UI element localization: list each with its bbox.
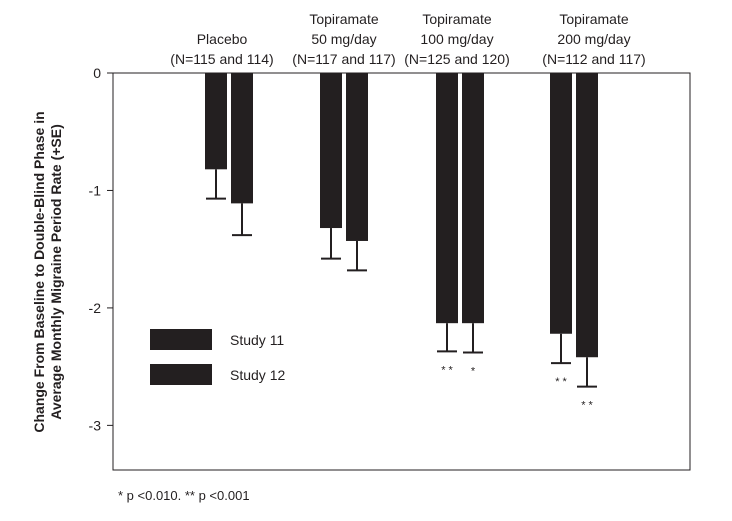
category-label: (N=117 and 117) bbox=[292, 51, 395, 67]
bar bbox=[550, 73, 572, 334]
bar bbox=[231, 73, 253, 204]
category-label: 200 mg/day bbox=[557, 31, 630, 47]
significance-marker: * * bbox=[555, 376, 567, 388]
plot-frame bbox=[112, 72, 691, 471]
legend-swatch bbox=[150, 364, 212, 385]
bar bbox=[436, 73, 458, 324]
significance-marker: * * bbox=[441, 364, 453, 376]
significance-marker: * * bbox=[581, 400, 593, 412]
y-tick-label: -3 bbox=[89, 417, 102, 433]
category-label: Topiramate bbox=[309, 11, 378, 27]
category-label: 50 mg/day bbox=[311, 31, 376, 47]
bar bbox=[320, 73, 342, 229]
y-axis-label-line2: Average Monthly Migraine Period Rate (+S… bbox=[48, 124, 64, 420]
category-label: Placebo bbox=[197, 31, 248, 47]
category-label: Topiramate bbox=[422, 11, 491, 27]
footnote: * p <0.010. ** p <0.001 bbox=[118, 488, 250, 503]
y-tick-label: -1 bbox=[89, 182, 102, 198]
category-label: 100 mg/day bbox=[420, 31, 493, 47]
category-label: (N=112 and 117) bbox=[542, 51, 645, 67]
bar bbox=[576, 73, 598, 358]
y-tick-label: 0 bbox=[93, 65, 101, 81]
category-label: Topiramate bbox=[559, 11, 628, 27]
legend-label: Study 12 bbox=[230, 367, 285, 383]
bar bbox=[205, 73, 227, 170]
bar bbox=[462, 73, 484, 324]
legend-swatch bbox=[150, 329, 212, 350]
y-tick-label: -2 bbox=[89, 300, 102, 316]
y-axis-label-line1: Change From Baseline to Double-Blind Pha… bbox=[31, 111, 47, 432]
category-label: (N=125 and 120) bbox=[404, 51, 509, 67]
category-label: (N=115 and 114) bbox=[170, 51, 273, 67]
bar bbox=[346, 73, 368, 241]
legend-label: Study 11 bbox=[230, 332, 284, 348]
significance-marker: * bbox=[471, 366, 476, 378]
